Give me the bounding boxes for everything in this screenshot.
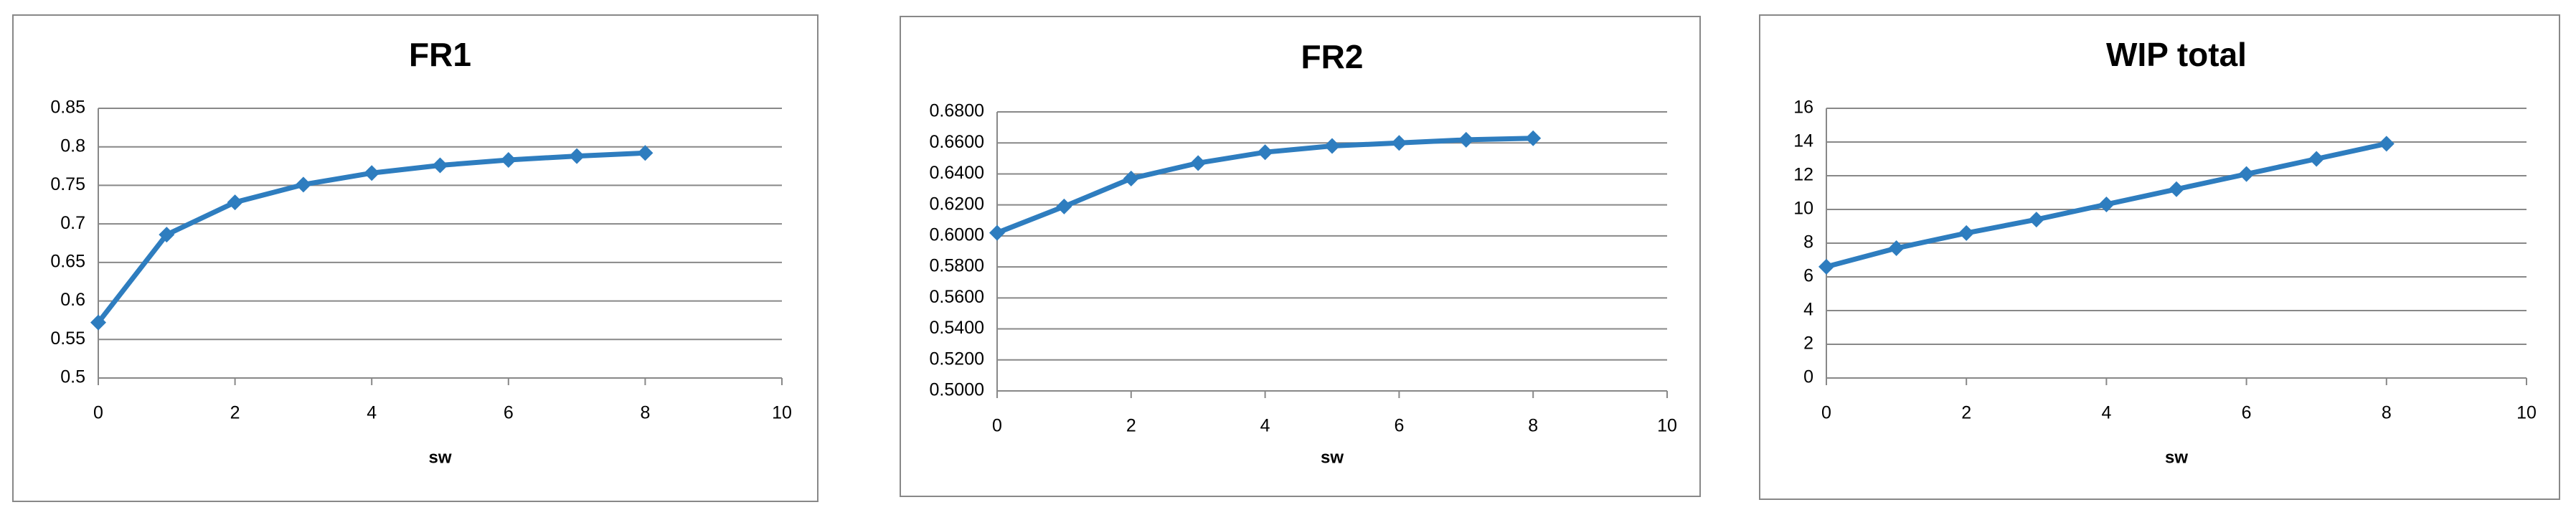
data-point: [159, 227, 175, 243]
y-tick-label: 8: [1803, 232, 1813, 252]
x-tick-label: 4: [367, 403, 377, 423]
y-tick-label: 0.5800: [930, 256, 984, 276]
data-point: [1056, 198, 1072, 214]
x-tick-label: 0: [992, 416, 1002, 436]
x-tick-label: 0: [93, 403, 103, 423]
y-tick-label: 0.6000: [930, 225, 984, 245]
data-point: [1818, 258, 1834, 275]
x-tick-label: 10: [1657, 416, 1677, 436]
y-tick-label: 6: [1803, 266, 1813, 286]
data-point: [1190, 155, 1207, 171]
y-tick-label: 12: [1793, 165, 1813, 185]
y-tick-label: 0.6600: [930, 132, 984, 152]
y-tick-label: 0.55: [50, 329, 85, 349]
x-tick-label: 6: [504, 403, 514, 423]
y-tick-label: 0.75: [50, 174, 85, 194]
data-point: [2378, 136, 2395, 152]
y-tick-label: 0.5600: [930, 287, 984, 307]
chart-frame: [12, 14, 818, 502]
y-tick-label: 0.6200: [930, 194, 984, 214]
y-tick-label: 4: [1803, 300, 1813, 320]
y-tick-label: 0.5: [60, 367, 85, 387]
chart-frame: [1759, 14, 2560, 500]
chart-title: FR1: [409, 36, 471, 73]
data-point: [569, 148, 585, 164]
x-tick-label: 4: [1260, 416, 1270, 436]
x-tick-label: 8: [640, 403, 650, 423]
x-tick-label: 8: [1528, 416, 1538, 436]
x-axis-label: sw: [1321, 448, 1344, 467]
y-tick-label: 0.5200: [930, 349, 984, 369]
x-axis-label: sw: [428, 448, 451, 467]
x-tick-label: 2: [1126, 416, 1136, 436]
data-point: [2028, 212, 2044, 228]
y-tick-label: 0: [1803, 367, 1813, 387]
data-point: [1123, 170, 1139, 186]
y-tick-label: 2: [1803, 334, 1813, 354]
y-tick-label: 0.7: [60, 213, 85, 233]
y-tick-label: 16: [1793, 98, 1813, 118]
data-point: [500, 151, 516, 168]
y-tick-label: 10: [1793, 199, 1813, 219]
chart-title: WIP total: [2106, 36, 2247, 73]
data-point: [1257, 144, 1273, 161]
data-point: [2308, 151, 2325, 167]
data-point: [1324, 138, 1340, 154]
x-axis-label: sw: [2165, 448, 2188, 467]
data-point: [364, 165, 380, 181]
data-point: [2098, 196, 2115, 212]
data-point: [989, 225, 1005, 241]
x-tick-label: 0: [1821, 403, 1831, 423]
x-tick-label: 8: [2382, 403, 2392, 423]
data-point: [432, 157, 448, 174]
y-tick-label: 0.8: [60, 136, 85, 156]
x-tick-label: 4: [2101, 403, 2111, 423]
data-point: [295, 176, 311, 193]
data-point: [637, 145, 654, 161]
y-tick-label: 0.5000: [930, 380, 984, 400]
data-point: [2238, 166, 2255, 182]
x-tick-label: 10: [2516, 403, 2537, 423]
y-tick-label: 0.6400: [930, 163, 984, 183]
y-tick-label: 14: [1793, 131, 1813, 151]
y-tick-label: 0.85: [50, 98, 85, 118]
data-point: [2169, 181, 2184, 197]
data-point: [1525, 130, 1542, 146]
y-tick-label: 0.5400: [930, 318, 984, 338]
data-point: [1888, 240, 1905, 257]
x-tick-label: 10: [772, 403, 792, 423]
chart-frame: [900, 16, 1701, 497]
data-point: [227, 194, 243, 211]
chart-title: FR2: [1301, 38, 1364, 75]
x-tick-label: 6: [2242, 403, 2252, 423]
y-tick-label: 0.6800: [930, 101, 984, 121]
data-point: [1458, 131, 1474, 148]
x-tick-label: 2: [1961, 403, 1971, 423]
y-tick-label: 0.65: [50, 251, 85, 271]
data-point: [90, 314, 106, 331]
x-tick-label: 2: [230, 403, 240, 423]
y-tick-label: 0.6: [60, 290, 85, 310]
x-tick-label: 6: [1394, 416, 1404, 436]
data-point: [1391, 135, 1407, 151]
data-point: [1958, 225, 1975, 241]
